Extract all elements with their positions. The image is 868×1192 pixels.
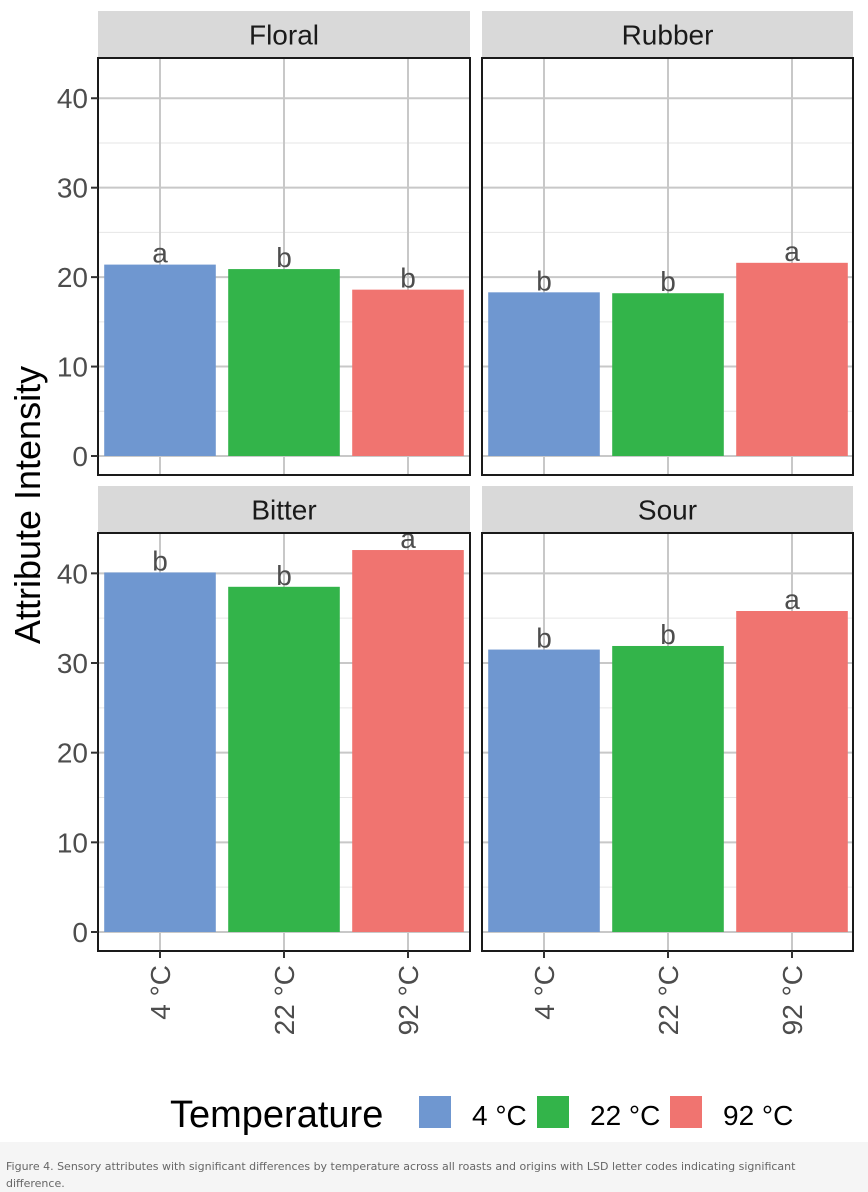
panel-bitter-bar-2 [228,586,340,932]
panel-sour-bar-2 [612,645,724,932]
panel-floral-letter-label-3: b [400,263,416,294]
figure-caption: Figure 4. Sensory attributes with signif… [6,1160,796,1190]
panel-sour-strip [482,486,853,533]
panel-sour-bar-1 [488,649,600,932]
legend-label-1: 4 °C [472,1100,527,1131]
panel-rubber-frame [481,57,854,476]
panel-rubber-strip [482,11,853,58]
x-tick-label: 92 °C [393,965,424,1035]
x-tick-label: 22 °C [653,965,684,1035]
caption-band [0,1142,868,1192]
panel-rubber-title: Rubber [622,20,714,51]
panel-floral-bar-3 [352,289,464,456]
panel-floral-strip [98,11,470,58]
panel-bitter-strip [98,486,470,533]
panel-sour-title: Sour [638,495,697,526]
panel-floral-title: Floral [249,20,319,51]
panel-bitter-letter-label-3: a [400,523,416,554]
panel-bitter-letter-label-2: b [276,560,292,591]
y-tick-label: 40 [57,558,88,589]
panel-sour-letter-label-1: b [536,623,552,654]
panel-bitter-letter-label-1: b [152,545,168,576]
panel-floral-letter-label-2: b [276,242,292,273]
legend-key-2 [537,1096,569,1128]
panel-rubber-bar-2 [612,293,724,456]
y-tick-label: 30 [57,173,88,204]
panel-floral-frame [97,57,471,476]
x-tick-label: 22 °C [269,965,300,1035]
y-tick-label: 0 [72,917,88,948]
panel-rubber-bar-1 [488,292,600,456]
y-tick-label: 10 [57,827,88,858]
legend-title: Temperature [170,1094,383,1136]
y-tick-label: 0 [72,441,88,472]
panel-rubber-letter-label-3: a [784,236,800,267]
y-tick-label: 30 [57,648,88,679]
panel-floral-bar-1 [104,264,216,456]
legend-key-3 [670,1096,702,1128]
panel-sour-bar-3 [736,611,848,932]
panel-rubber-letter-label-2: b [660,266,676,297]
panel-bitter-bar-3 [352,550,464,932]
faceted-bar-chart: Floral a b b 0 10 20 30 40 Rubber b b a Bitter b b a 0 10 2… [7,11,854,1136]
x-tick-label: 92 °C [777,965,808,1035]
y-tick-label: 40 [57,83,88,114]
panel-floral-letter-label-1: a [152,238,168,269]
panel-floral-bar-2 [228,269,340,456]
panel-bitter-title: Bitter [251,495,316,526]
panel-sour-letter-label-2: b [660,619,676,650]
panel-rubber-bar-3 [736,262,848,456]
x-tick-label: 4 °C [145,965,176,1020]
panel-bitter-bar-1 [104,572,216,932]
legend-key-1 [419,1096,451,1128]
y-tick-label: 10 [57,352,88,383]
y-tick-label: 20 [57,738,88,769]
panel-rubber-letter-label-1: b [536,265,552,296]
panel-sour-letter-label-3: a [784,584,800,615]
legend-label-2: 22 °C [590,1100,660,1131]
x-tick-label: 4 °C [529,965,560,1020]
y-tick-label: 20 [57,262,88,293]
y-axis-title: Attribute Intensity [7,366,48,644]
legend-label-3: 92 °C [723,1100,793,1131]
